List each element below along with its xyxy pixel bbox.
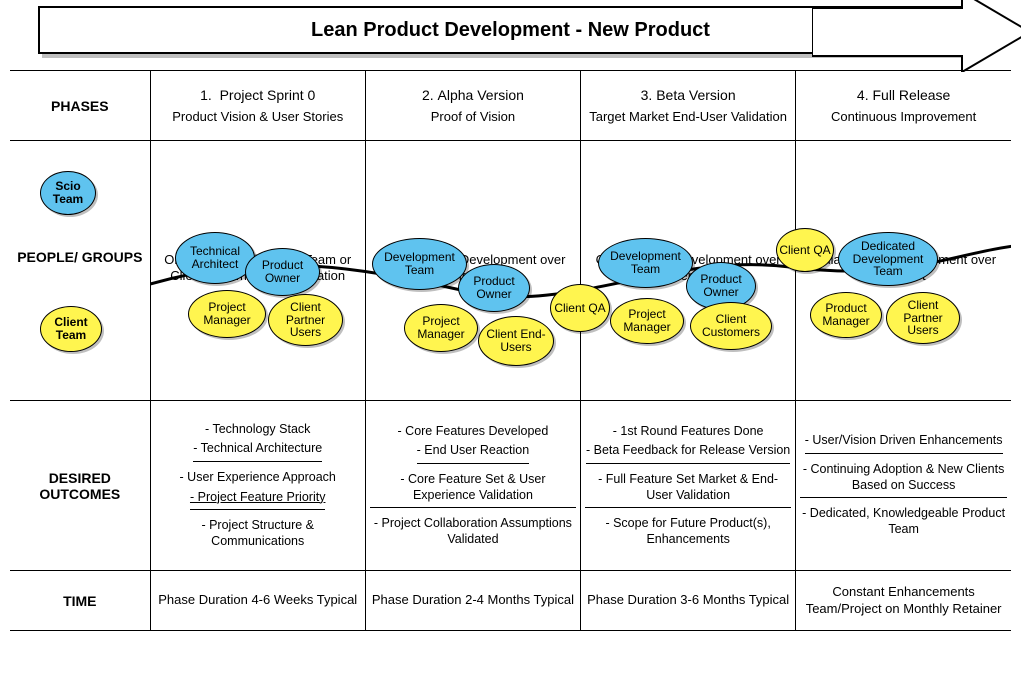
people-cell-3: Collaborative Development over Internet <box>581 141 796 401</box>
process-grid: PHASES 1. Project Sprint 0 Product Visio… <box>10 70 1011 631</box>
legend-client-bubble: Client Team <box>40 306 102 352</box>
outcome-item: - User Experience Approach <box>180 470 336 484</box>
people-cell-2: Collaborative Development over Internet <box>365 141 580 401</box>
phase-cell-3: 3. Beta Version Target Market End-User V… <box>581 71 796 141</box>
time-label: TIME <box>10 571 150 631</box>
people-row: Scio Team PEOPLE/ GROUPS Client Team On … <box>10 141 1011 401</box>
outcomes-cell-1: - Technology Stack - Technical Architectu… <box>150 401 365 571</box>
outcome-item: - Core Features Developed <box>398 424 549 438</box>
outcome-item: - User/Vision Driven Enhancements <box>805 433 1003 454</box>
outcome-item: - Project Structure & Communications <box>201 518 314 548</box>
time-cell-2: Phase Duration 2-4 Months Typical <box>365 571 580 631</box>
outcome-item: - Beta Feedback for Release Version <box>586 443 790 464</box>
time-cell-4: Constant Enhancements Team/Project on Mo… <box>796 571 1011 631</box>
outcomes-cell-3: - 1st Round Features Done - Beta Feedback… <box>581 401 796 571</box>
people-label: Scio Team PEOPLE/ GROUPS Client Team <box>10 141 150 401</box>
outcome-item: - 1st Round Features Done <box>613 424 764 438</box>
outcomes-cell-2: - Core Features Developed - End User Reac… <box>365 401 580 571</box>
outcome-item: - Technology Stack <box>205 422 310 436</box>
outcomes-label: DESIRED OUTCOMES <box>10 401 150 571</box>
time-cell-1: Phase Duration 4-6 Weeks Typical <box>150 571 365 631</box>
phase-cell-1: 1. Project Sprint 0 Product Vision & Use… <box>150 71 365 141</box>
outcome-item: - Core Feature Set & User Experience Val… <box>370 472 576 508</box>
outcomes-row: DESIRED OUTCOMES - Technology Stack- Tec… <box>10 401 1011 571</box>
outcome-item: - End User Reaction <box>417 443 530 464</box>
time-row: TIME Phase Duration 4-6 Weeks Typical Ph… <box>10 571 1011 631</box>
outcome-item: - Project Feature Priority <box>190 490 325 511</box>
outcome-item: - Dedicated, Knowledgeable Product Team <box>802 506 1005 536</box>
outcome-item: - Technical Architecture <box>193 441 322 462</box>
phases-label: PHASES <box>10 71 150 141</box>
outcome-item: - Project Collaboration Assumptions Vali… <box>374 516 572 546</box>
legend-scio-bubble: Scio Team <box>40 171 96 215</box>
outcome-item: - Continuing Adoption & New Clients Base… <box>800 462 1007 498</box>
people-cell-4: Collaborative Development over Internet <box>796 141 1011 401</box>
diagram-title: Lean Product Development - New Product <box>311 19 710 42</box>
phases-row: PHASES 1. Project Sprint 0 Product Visio… <box>10 71 1011 141</box>
title-banner: Lean Product Development - New Product <box>38 6 983 54</box>
people-cell-1: On Site w/Development Team or Client & R… <box>150 141 365 401</box>
time-cell-3: Phase Duration 3-6 Months Typical <box>581 571 796 631</box>
outcome-item: - Scope for Future Product(s), Enhanceme… <box>605 516 770 546</box>
phase-cell-4: 4. Full Release Continuous Improvement <box>796 71 1011 141</box>
outcome-item: - Full Feature Set Market & End-User Val… <box>585 472 791 508</box>
arrow-icon <box>812 0 1021 72</box>
phase-cell-2: 2. Alpha Version Proof of Vision <box>365 71 580 141</box>
outcomes-cell-4: - User/Vision Driven Enhancements - Conti… <box>796 401 1011 571</box>
